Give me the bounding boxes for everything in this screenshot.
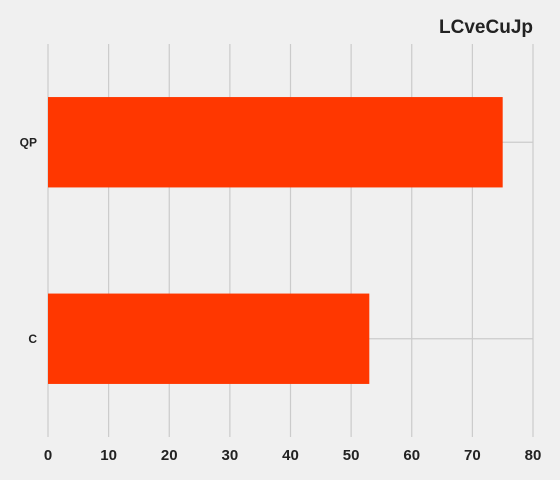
- x-tick-labels: 0 10 20 30 40 50 60 70 80: [44, 447, 542, 464]
- y-tick-labels: QP C: [20, 135, 38, 346]
- x-tick-label-6: 60: [403, 447, 420, 464]
- x-tick-label-8: 80: [525, 447, 542, 464]
- x-tick-label-2: 20: [161, 447, 178, 464]
- x-tick-label-5: 50: [343, 447, 360, 464]
- x-tick-label-4: 40: [282, 447, 299, 464]
- x-tick-label-3: 30: [222, 447, 239, 464]
- x-tick-label-0: 0: [44, 447, 52, 464]
- bar-qp: [48, 97, 503, 188]
- y-tick-label-qp: QP: [20, 135, 37, 149]
- x-tick-label-1: 10: [100, 447, 117, 464]
- chart-title: LCveCuJp: [439, 17, 533, 38]
- y-tick-label-c: C: [28, 332, 37, 346]
- bars: [48, 97, 503, 384]
- x-tick-label-7: 70: [464, 447, 481, 464]
- bar-c: [48, 293, 370, 384]
